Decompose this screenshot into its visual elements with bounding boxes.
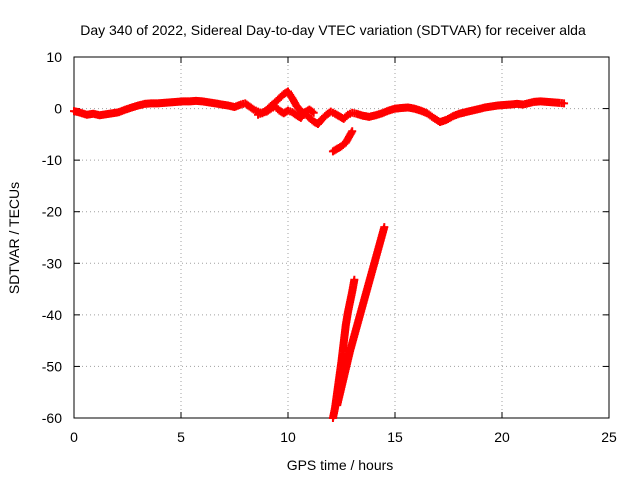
y-tick-label: -30	[42, 255, 62, 271]
y-tick-label: -20	[42, 204, 62, 220]
x-tick-label: 20	[494, 429, 510, 445]
data-point	[560, 99, 569, 108]
y-tick-label: 0	[54, 101, 62, 117]
data-points	[70, 87, 569, 422]
data-point	[348, 127, 357, 136]
y-tick-label: -50	[42, 358, 62, 374]
y-axis-label: SDTVAR / TECUs	[6, 182, 22, 294]
y-tick-label: -60	[42, 410, 62, 426]
data-point	[350, 275, 359, 284]
plot-frame	[73, 56, 610, 419]
y-tick-label: 10	[46, 49, 62, 65]
x-tick-label: 0	[70, 429, 78, 445]
y-tick-label: -40	[42, 307, 62, 323]
x-tick-label: 10	[280, 429, 296, 445]
x-tick-label: 15	[387, 429, 403, 445]
axes	[73, 56, 610, 419]
data-point	[308, 107, 317, 116]
data-point	[309, 108, 318, 117]
tick-labels: 0 5 10 15 20 25 10 0 -10 -20 -30 -40 -50 -60	[42, 49, 617, 445]
x-tick-label: 5	[177, 429, 185, 445]
chart-title: Day 340 of 2022, Sidereal Day-to-day VTE…	[80, 22, 586, 38]
x-tick-label: 25	[601, 429, 617, 445]
y-tick-label: -10	[42, 152, 62, 168]
x-axis-label: GPS time / hours	[287, 457, 394, 473]
gridlines	[74, 57, 609, 418]
data-point	[380, 223, 389, 232]
